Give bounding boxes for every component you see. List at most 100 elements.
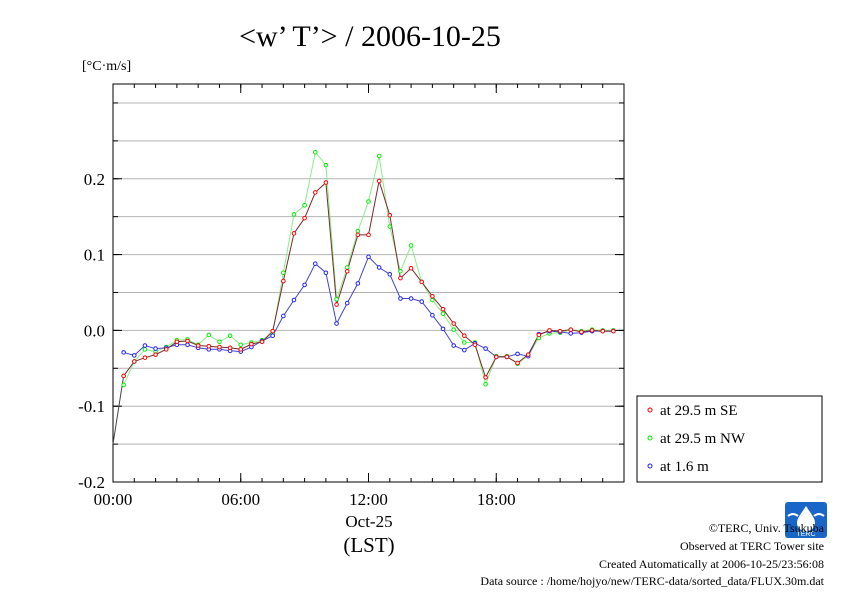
legend-marker <box>647 407 653 413</box>
data-point <box>344 265 350 270</box>
data-point <box>408 296 414 301</box>
data-point <box>227 345 233 351</box>
data-point <box>291 212 297 217</box>
footer-source: Data source : /home/hojyo/new/TERC-data/… <box>480 574 824 588</box>
footer-credit: ©TERC, Univ. Tsukuba <box>708 521 824 535</box>
data-point <box>504 354 510 360</box>
data-point <box>121 350 126 355</box>
data-point <box>334 321 339 326</box>
data-point <box>355 228 361 234</box>
data-point <box>366 232 371 238</box>
data-point <box>312 149 318 155</box>
data-point <box>323 270 329 276</box>
data-point <box>163 347 169 352</box>
data-point <box>291 297 297 303</box>
data-point <box>462 340 467 345</box>
data-point <box>281 270 286 276</box>
y-axis-unit-label: [°C·m/s] <box>82 59 131 74</box>
y-tick-label: 0.2 <box>84 170 105 189</box>
data-point <box>355 232 361 238</box>
data-point <box>249 341 254 347</box>
data-point <box>334 296 339 302</box>
data-point <box>430 312 435 318</box>
svg-text:TERC: TERC <box>796 531 815 538</box>
y-tick-label: -0.2 <box>78 473 105 492</box>
series-layer <box>112 149 616 445</box>
plot-frame <box>112 83 625 483</box>
data-point <box>451 327 456 332</box>
data-point <box>440 311 446 317</box>
data-point <box>153 346 158 351</box>
legend-label: at 29.5 m SE <box>660 403 738 419</box>
data-point <box>142 343 148 348</box>
data-point <box>270 328 275 334</box>
data-point <box>462 333 467 338</box>
data-point <box>344 300 350 306</box>
data-point <box>366 199 371 204</box>
chart-title: <w’ T’> / 2006-10-25 <box>239 20 501 53</box>
x-axis-unit-label: (LST) <box>343 533 394 557</box>
data-point <box>398 275 403 281</box>
data-point <box>153 352 158 357</box>
data-point <box>557 328 563 334</box>
data-point <box>217 339 222 345</box>
data-point <box>568 331 574 336</box>
y-tick-label: -0.1 <box>78 397 105 416</box>
data-point <box>302 202 307 208</box>
data-point <box>493 354 499 360</box>
data-point <box>312 190 318 195</box>
data-point <box>323 162 329 168</box>
legend-marker <box>647 463 653 469</box>
x-tick-label: 06:00 <box>221 490 260 509</box>
data-point <box>451 343 456 348</box>
data-point <box>525 352 531 357</box>
data-point <box>387 271 393 277</box>
legend-box <box>636 395 823 483</box>
data-point <box>472 342 478 348</box>
legend-label: at 1.6 m <box>660 459 709 475</box>
data-point <box>589 328 595 333</box>
data-point <box>419 299 425 304</box>
series-line-2 <box>123 255 614 358</box>
x-tick-labels: 00:00 06:00 12:00 18:00 <box>94 490 516 509</box>
data-point <box>515 360 520 366</box>
x-axis-date-label: Oct-25 <box>345 512 392 531</box>
data-point <box>408 243 414 248</box>
y-tick-label: 0.0 <box>84 321 105 340</box>
y-tick-label: 0.1 <box>84 246 105 265</box>
data-point <box>483 375 488 380</box>
data-point <box>121 382 126 388</box>
data-point <box>462 347 467 353</box>
data-point <box>568 327 574 332</box>
data-point <box>121 373 126 379</box>
footer-created: Created Automatically at 2006-10-25/23:5… <box>599 557 824 571</box>
data-point <box>344 268 350 274</box>
data-point <box>419 279 425 285</box>
data-point <box>131 359 137 364</box>
data-point <box>174 339 180 345</box>
data-point <box>142 355 148 360</box>
data-point <box>323 180 329 185</box>
data-point <box>440 326 446 332</box>
x-tick-label: 18:00 <box>477 490 516 509</box>
data-point <box>334 302 339 307</box>
data-point <box>259 339 265 345</box>
data-point <box>312 261 318 266</box>
data-point <box>238 342 244 348</box>
y-tick-labels: -0.2 -0.1 0.0 0.1 0.2 <box>78 170 105 492</box>
data-point <box>483 346 488 351</box>
data-point <box>536 332 542 338</box>
x-tick-label: 12:00 <box>349 490 388 509</box>
data-point <box>440 306 446 312</box>
data-point <box>611 328 616 334</box>
data-point <box>398 296 403 301</box>
data-point <box>227 333 233 338</box>
data-point <box>281 278 286 284</box>
data-point <box>206 332 212 338</box>
data-point <box>387 224 393 229</box>
data-point <box>398 268 403 274</box>
data-point <box>600 328 606 334</box>
data-point <box>376 153 382 159</box>
data-point <box>206 344 212 349</box>
data-point <box>430 297 435 303</box>
